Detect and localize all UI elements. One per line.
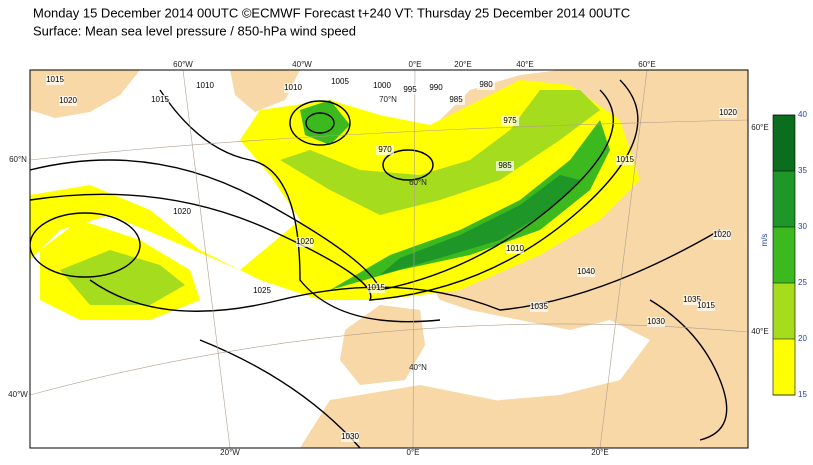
isobar-label: 1030 — [341, 432, 359, 441]
isobar-label-bg — [530, 302, 548, 312]
isobar-label-bg — [46, 75, 64, 85]
graticule-label: 70°N — [379, 95, 397, 104]
isobar-label-bg — [401, 85, 419, 95]
graticule-label: 20°E — [591, 448, 608, 457]
africa — [300, 385, 748, 448]
colorbar-tick-label: 20 — [798, 334, 807, 343]
isobar-label-bg — [501, 116, 519, 126]
isobar-label-bg — [196, 81, 214, 91]
isobar-label: 1015 — [46, 75, 64, 84]
isobar-label: 1020 — [296, 237, 314, 246]
graticule-label: 60°E — [638, 60, 655, 69]
wind-25-low — [300, 100, 350, 145]
isobar-label-bg — [151, 95, 169, 105]
isobar-label-bg — [713, 230, 731, 240]
isobar-label-bg — [616, 155, 634, 165]
graticule-label: 40°E — [516, 60, 533, 69]
isobar-label-bg — [173, 207, 191, 217]
isobar-label: 1020 — [719, 108, 737, 117]
graticule-label: 60°N — [9, 155, 27, 164]
isobar-label: 1030 — [647, 317, 665, 326]
title: Monday 15 December 2014 00UTC ©ECMWF For… — [33, 5, 630, 20]
isobar-label: 1015 — [616, 155, 634, 164]
isobar-label: 975 — [503, 116, 517, 125]
isobar-label-bg — [373, 81, 391, 91]
isobar-label: 1015 — [367, 283, 385, 292]
isobar-label-bg — [647, 317, 665, 327]
colorbar-band — [773, 171, 795, 227]
isobar-label: 970 — [378, 145, 392, 154]
colorbar-tick-label: 35 — [798, 166, 807, 175]
isobar-label-bg — [341, 432, 359, 442]
graticule-label: 40°W — [8, 390, 28, 399]
isobar-label: 1010 — [284, 83, 302, 92]
isobar-label: 1020 — [173, 207, 191, 216]
colorbar-unit: m/s — [760, 234, 769, 247]
colorbar-band — [773, 115, 795, 171]
graticule — [30, 70, 748, 448]
isobar-label: 1010 — [196, 81, 214, 90]
isobar-label: 980 — [479, 80, 493, 89]
colorbar-tick-label: 25 — [798, 278, 807, 287]
isobar-label: 1035 — [530, 302, 548, 311]
isobar-label: 1020 — [713, 230, 731, 239]
isobar-label: 1035 — [683, 295, 701, 304]
graticule-label: 60°W — [173, 60, 193, 69]
graticule-label: 20°E — [454, 60, 471, 69]
isobar-label-bg — [683, 295, 701, 305]
graticule-label: 60°N — [409, 178, 427, 187]
isobar-label-bg — [253, 286, 271, 296]
isobar-label-bg — [427, 83, 445, 93]
isobar-label: 990 — [429, 83, 443, 92]
subtitle: Surface: Mean sea level pressure / 850-h… — [33, 23, 356, 38]
colorbar-band — [773, 339, 795, 395]
colorbar-band — [773, 283, 795, 339]
isobar-label-bg — [59, 96, 77, 106]
graticule-label: 0°E — [407, 448, 420, 457]
isobar-label-bg — [296, 237, 314, 247]
isobar-label-bg — [719, 108, 737, 118]
isobar-label-bg — [331, 77, 349, 87]
isobar-label: 1015 — [697, 301, 715, 310]
isobar-label-bg — [284, 83, 302, 93]
isobar-label: 1025 — [253, 286, 271, 295]
isobar-label-bg — [376, 145, 394, 155]
greenland-east — [230, 70, 300, 112]
isobar-label: 1010 — [506, 244, 524, 253]
colorbar-tick-label: 15 — [798, 390, 807, 399]
isobar-label: 995 — [403, 85, 417, 94]
wind-20-west — [60, 250, 185, 305]
isobar-label-bg — [367, 283, 385, 293]
isobar-label: 1005 — [331, 77, 349, 86]
graticule-label: 40°E — [751, 327, 768, 336]
iberia — [340, 305, 425, 385]
map — [30, 70, 748, 448]
isobar-label: 1000 — [373, 81, 391, 90]
colorbar-tick-label: 40 — [798, 110, 807, 119]
isobar-label-bg — [506, 244, 524, 254]
isobar-label: 985 — [449, 95, 463, 104]
isobar-label-bg — [496, 161, 514, 171]
isobar-label-bg — [697, 301, 715, 311]
isobar-label-bg — [477, 80, 495, 90]
isobar-label: 1040 — [577, 267, 595, 276]
isobar-label: 985 — [498, 161, 512, 170]
colorbar-band — [773, 227, 795, 283]
graticule-label: 40°N — [409, 363, 427, 372]
isobar-label-bg — [577, 267, 595, 277]
map-frame — [29, 69, 749, 449]
wind-30 — [380, 175, 580, 275]
graticule-label: 40°W — [292, 60, 312, 69]
colorbar-frame — [772, 114, 796, 396]
graticule-label: 60°E — [751, 123, 768, 132]
isobar-label-bg — [447, 95, 465, 105]
wind-20 — [280, 90, 600, 215]
graticule-label: 20°W — [220, 448, 240, 457]
graticule-label: 0°E — [409, 60, 422, 69]
isobar-label: 1020 — [59, 96, 77, 105]
isobar-label: 1015 — [151, 95, 169, 104]
colorbar-tick-label: 30 — [798, 222, 807, 231]
